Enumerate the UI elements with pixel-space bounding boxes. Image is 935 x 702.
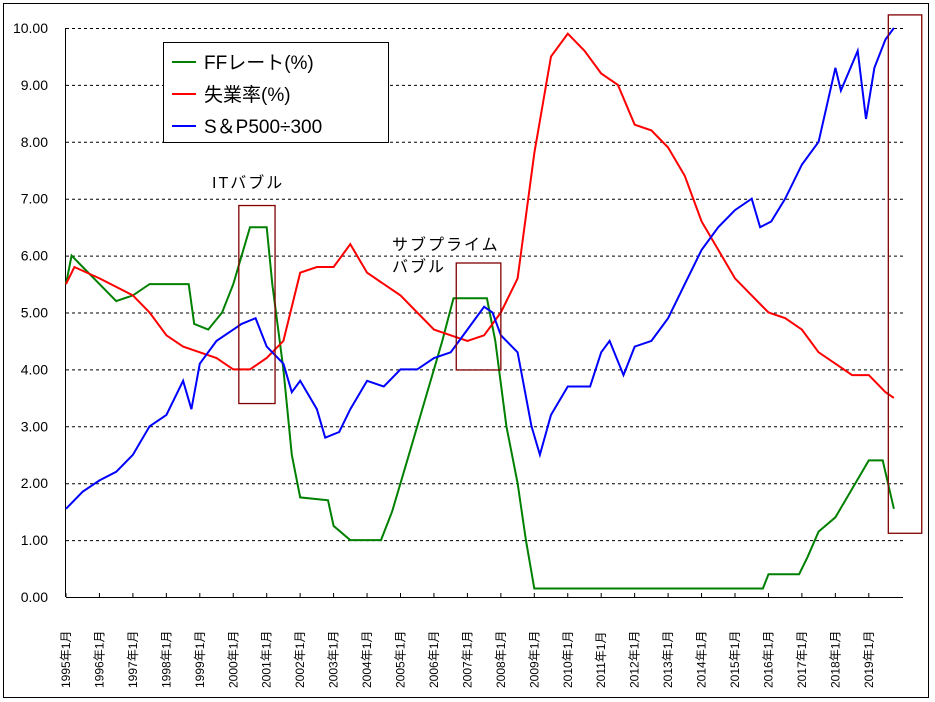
highlight-box (238, 204, 276, 405)
y-tick-label: 3.00 (21, 418, 48, 434)
x-tick-label: 2016年1月 (761, 631, 775, 688)
y-tick-label: 9.00 (21, 77, 48, 93)
x-tick-label: 2012年1月 (628, 631, 642, 688)
series-line-1 (65, 32, 895, 399)
x-tick-label: 2015年1月 (728, 631, 742, 688)
highlight-box (455, 262, 502, 371)
x-tick-label: 2010年1月 (561, 631, 575, 688)
y-tick-label: 7.00 (21, 191, 48, 207)
x-tick-label: 1997年1月 (126, 631, 140, 688)
x-tick-label: 2003年1月 (327, 631, 341, 688)
x-tick-label: 2018年1月 (828, 631, 842, 688)
x-tick-label: 1995年1月 (59, 631, 73, 688)
x-tick-label: 2004年1月 (360, 631, 374, 688)
y-tick-label: 10.00 (13, 20, 48, 36)
legend-box (163, 42, 389, 143)
x-tick-label: 2017年1月 (795, 631, 809, 688)
legend-label: S＆P500÷300 (204, 117, 322, 138)
highlight-box (887, 14, 923, 534)
y-tick-label: 6.00 (21, 248, 48, 264)
x-tick-label: 2009年1月 (527, 631, 541, 688)
legend-label: FFレート(%) (204, 53, 314, 74)
x-tick-label: 2011年1月 (594, 632, 608, 688)
y-tick-label: 2.00 (21, 475, 48, 491)
x-tick-label: 1999年1月 (193, 631, 207, 688)
x-tick-label: 2008年1月 (494, 631, 508, 688)
annotation-label: サブプライム (392, 235, 500, 254)
y-tick-label: 4.00 (21, 361, 48, 377)
legend: FFレート(%) 失業率(%) S＆P500÷300 (163, 42, 389, 143)
x-tick-label: 2007年1月 (460, 631, 474, 688)
x-tick-label: 1996年1月 (92, 631, 106, 688)
x-tick-label: 2019年1月 (862, 631, 876, 688)
y-tick-label: 8.00 (21, 134, 48, 150)
legend-label: 失業率(%) (204, 84, 291, 106)
y-tick-label: 5.00 (21, 305, 48, 321)
x-tick-label: 1998年1月 (159, 631, 173, 688)
annotation-label: ITバブル (212, 173, 284, 192)
x-tick-label: 2005年1月 (394, 631, 408, 688)
x-tick-label: 2001年1月 (260, 631, 274, 688)
y-tick-label: 0.00 (21, 589, 48, 605)
x-tick-label: 2002年1月 (293, 631, 307, 688)
x-tick-label: 2000年1月 (226, 631, 240, 688)
annotation-label: バブル (392, 257, 446, 276)
x-tick-label: 2006年1月 (427, 631, 441, 688)
y-tick-label: 1.00 (21, 532, 48, 548)
x-tick-label: 2014年1月 (695, 631, 709, 688)
x-tick-label: 2013年1月 (661, 631, 675, 688)
series-line-2 (65, 27, 895, 510)
chart-frame (3, 3, 929, 698)
series-line-0 (65, 226, 895, 590)
